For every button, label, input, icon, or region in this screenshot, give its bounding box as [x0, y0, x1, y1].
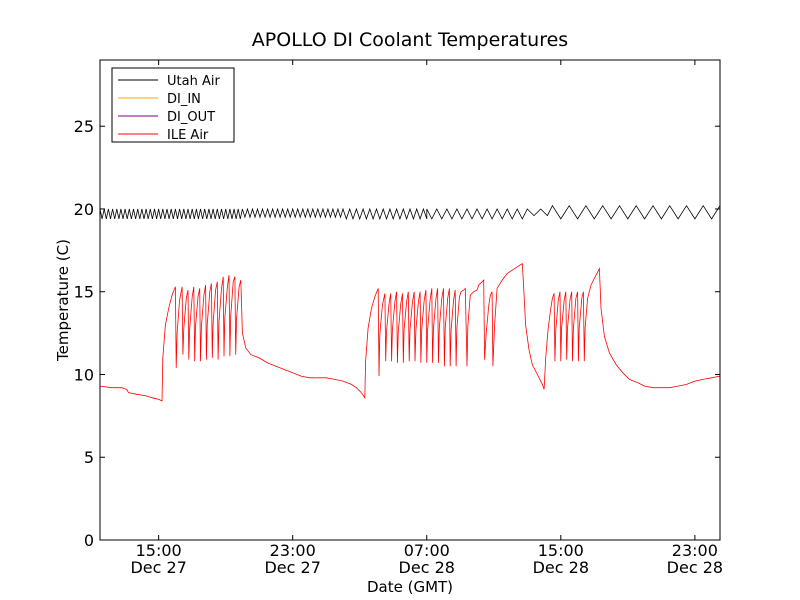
- chart-title: APOLLO DI Coolant Temperatures: [252, 29, 568, 51]
- x-tick-label-time: 23:00: [672, 541, 718, 560]
- y-axis-label: Temperature (C): [54, 239, 72, 362]
- series-layer: [99, 204, 721, 402]
- series-line-ile-air: [99, 262, 721, 402]
- legend-label: DI_OUT: [167, 110, 215, 125]
- y-tick-label: 20: [74, 200, 94, 219]
- x-tick-label-time: 23:00: [270, 541, 316, 560]
- legend-label: DI_IN: [167, 92, 201, 107]
- plot-frame: [99, 59, 721, 541]
- y-tick-label: 5: [84, 448, 94, 467]
- x-tick-label-date: Dec 28: [667, 558, 723, 577]
- legend: Utah Air DI_IN DI_OUT ILE Air: [111, 67, 235, 143]
- x-tick-label-date: Dec 27: [130, 558, 186, 577]
- x-tick-label-date: Dec 27: [264, 558, 320, 577]
- x-tick-label-time: 15:00: [538, 541, 584, 560]
- x-tick-label-time: 15:00: [136, 541, 182, 560]
- legend-label: Utah Air: [167, 74, 220, 89]
- x-tick-label-date: Dec 28: [399, 558, 455, 577]
- y-tick-label: 10: [74, 365, 94, 384]
- x-tick-label-time: 07:00: [404, 541, 450, 560]
- y-tick-label: 25: [74, 117, 94, 136]
- y-axis: 0 5 10 15 20 25: [74, 117, 720, 550]
- x-axis-label: Date (GMT): [367, 578, 453, 596]
- y-tick-label: 15: [74, 283, 94, 302]
- y-tick-label: 0: [84, 531, 94, 550]
- series-line-utah-air: [99, 204, 721, 221]
- x-tick-label-date: Dec 28: [533, 558, 589, 577]
- legend-label: ILE Air: [167, 128, 209, 143]
